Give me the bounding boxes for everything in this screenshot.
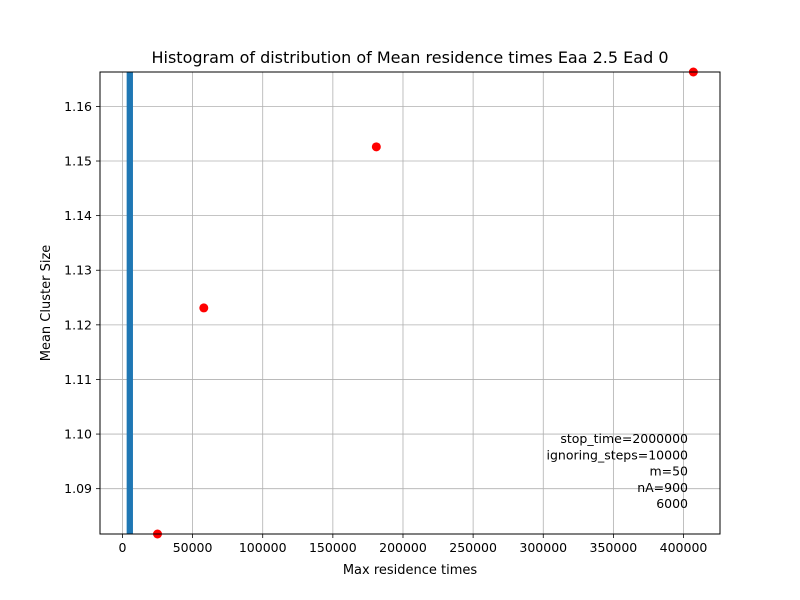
y-tick-label: 1.12 — [64, 317, 92, 332]
histogram-bar — [126, 72, 133, 534]
y-tick-label: 1.11 — [64, 372, 92, 387]
y-tick-label: 1.09 — [64, 481, 92, 496]
y-tick-label: 1.13 — [64, 263, 92, 278]
x-tick-label: 150000 — [309, 540, 357, 555]
histogram-bars — [126, 72, 133, 534]
x-tick-label: 400000 — [660, 540, 708, 555]
y-tick-label: 1.10 — [64, 427, 92, 442]
x-tick-label: 0 — [118, 540, 126, 555]
x-axis-label: Max residence times — [343, 563, 478, 578]
y-tick-label: 1.14 — [64, 208, 92, 223]
x-axis-ticks: 0 50000 100000 150000 200000 250000 300000 3500… — [118, 534, 707, 555]
y-axis-label: Mean Cluster Size — [39, 245, 54, 362]
grid-lines — [100, 72, 720, 534]
x-tick-label: 350000 — [590, 540, 638, 555]
annotation-line: m=50 — [649, 464, 688, 479]
y-axis-ticks: 1.09 1.10 1.11 1.12 1.13 1.14 1.15 1.16 — [64, 99, 100, 496]
annotation-line: stop_time=2000000 — [560, 431, 688, 446]
annotation-line: 6000 — [656, 496, 688, 511]
x-tick-label: 250000 — [449, 540, 497, 555]
chart-title: Histogram of distribution of Mean reside… — [151, 48, 668, 67]
data-points — [153, 67, 698, 539]
y-tick-label: 1.15 — [64, 154, 92, 169]
annotation-line: ignoring_steps=10000 — [547, 447, 689, 462]
y-tick-label: 1.16 — [64, 99, 92, 114]
data-point — [371, 142, 381, 152]
data-point — [199, 303, 209, 313]
x-tick-label: 300000 — [519, 540, 567, 555]
x-tick-label: 50000 — [173, 540, 213, 555]
x-tick-label: 200000 — [379, 540, 427, 555]
plot-frame — [99, 71, 721, 535]
x-tick-label: 100000 — [239, 540, 287, 555]
annotation-line: nA=900 — [637, 480, 688, 495]
